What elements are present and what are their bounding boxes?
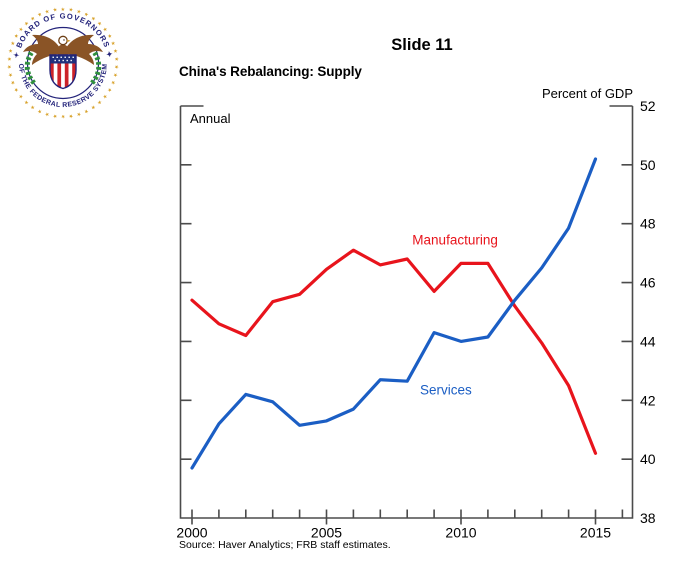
seal-star: ★ [29,15,37,23]
seal-star: ★ [68,112,74,119]
x-tick-label: 2000 [176,525,207,541]
seal-star: ★ [89,103,97,111]
eagle-icon [23,34,103,65]
seal-star: ★ [44,9,51,16]
seal-star: ★ [52,112,58,119]
y-tick-label: 46 [640,275,656,291]
seal-star: ★ [17,92,25,100]
seal-star: ★ [83,11,90,19]
x-tick-label: 2015 [580,525,611,541]
y-tick-label: 50 [640,157,656,173]
y-tick-label: 44 [640,333,656,349]
series-label-manufacturing: Manufacturing [412,232,498,247]
seal-star: ★ [36,107,43,115]
slide-number-title: Slide 11 [391,36,453,54]
seal-star: ★ [75,110,82,117]
seal-star: ★ [89,15,97,23]
y-tick-label: 40 [640,451,656,467]
seal-star: ★ [101,26,109,34]
seal-star: ★ [44,110,51,117]
shield-icon [49,54,77,90]
seal-star: ★ [95,98,103,106]
seal-star: ★ [111,48,118,54]
seal-star: ★ [23,20,31,28]
seal-star: ★ [10,79,17,86]
seal-star: ★ [7,64,13,69]
series-line-manufacturing [190,248,598,455]
chart-title: China's Rebalancing: Supply [179,64,362,79]
seal-star: ★ [82,107,89,115]
seal-star: ★ [95,20,103,28]
y-axis-unit-label: Percent of GDP [541,86,633,101]
y-tick-label: 42 [640,392,656,408]
y-tick-label: 52 [640,98,656,114]
seal-star: ★ [113,57,119,62]
seal-star: ★ [68,7,74,14]
source-note: Source: Haver Analytics; FRB staff estim… [179,539,391,551]
seal-star: ★ [101,93,109,101]
seal-star: ★ [13,86,21,93]
frequency-label: Annual [190,111,231,126]
seal-star: ★ [105,86,113,93]
seal-star: ★ [60,113,65,119]
seal-star: ★ [13,33,21,40]
seal-star: ★ [111,72,118,78]
seal-star-ring: ★ ★ ★ ★★★★★★★★★★★★★★★★★★★★★★★★★★★★★★★★★★★★★… [7,7,119,119]
y-tick-label: 48 [640,216,656,232]
seal-star: ★ [37,11,44,19]
y-tick-label: 38 [640,510,656,526]
seal-star: ★ [61,7,66,13]
series-line-services [190,157,598,470]
seal-star: ★ [113,64,119,69]
x-tick-label: 2005 [311,525,342,541]
seal-star: ★ [18,26,26,34]
x-tick-label: 2010 [445,525,476,541]
axis-frame [179,106,634,519]
seal-star: ★ [76,9,83,16]
seal-star: ★ [8,72,15,78]
seal-star: ★ [7,56,13,61]
seal-star: ★ [109,40,116,47]
seal-star: ★ [52,7,58,14]
series-label-services: Services [420,382,472,397]
seal-star: ★ [8,48,15,54]
seal-star: ★ [105,33,113,40]
seal-star: ★ [10,40,17,47]
seal-star: ★ [109,79,116,86]
seal-star: ★ [29,103,37,111]
seal-star: ★ [23,98,31,106]
federal-reserve-seal: ★ ★ ★ ★★★★★★★★★★★★★★★★★★★★★★★★★★★★★★★★★★★★★… [7,7,119,119]
